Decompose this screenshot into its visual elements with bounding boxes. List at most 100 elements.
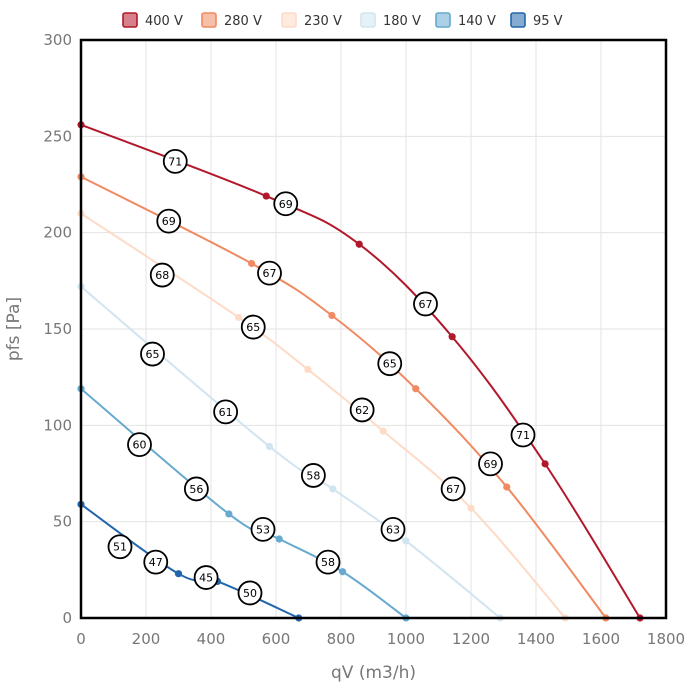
x-tick-label: 1600 (582, 630, 620, 648)
badge-value: 60 (133, 439, 147, 452)
x-tick-label: 600 (262, 630, 291, 648)
data-point-230-v[interactable] (379, 427, 387, 435)
data-point-400-v[interactable] (448, 333, 456, 341)
data-point-230-v[interactable] (304, 365, 312, 374)
plot-frame (79, 38, 668, 620)
series-line-230-v (80, 212, 567, 619)
legend-swatch (435, 12, 451, 28)
badge-value: 53 (256, 523, 270, 536)
sound-level-badge: 60 (127, 432, 152, 458)
badge-value: 69 (162, 215, 176, 228)
badge-value: 67 (419, 298, 433, 311)
y-tick-label: 150 (43, 320, 72, 338)
data-point-230-v[interactable] (467, 504, 475, 512)
data-point-95-v[interactable] (174, 570, 183, 578)
x-axis-title: qV (m3/h) (331, 663, 416, 683)
badge-value: 65 (246, 321, 260, 334)
legend-item-180-v[interactable]: 180 V (360, 12, 421, 29)
badge-circle (162, 148, 188, 174)
badge-value: 45 (199, 572, 213, 585)
x-tick-label: 0 (76, 630, 86, 648)
sound-level-badge: 50 (237, 580, 263, 606)
badge-value: 50 (243, 587, 257, 600)
data-point-180-v[interactable] (265, 442, 274, 451)
data-point-280-v[interactable] (248, 259, 256, 268)
sound-level-badge: 68 (149, 262, 175, 288)
badge-value: 71 (516, 429, 530, 442)
x-tick-label: 1000 (387, 630, 425, 648)
badge-value: 67 (446, 483, 460, 496)
sound-level-badge: 58 (315, 549, 341, 575)
sound-level-badge: 71 (510, 422, 536, 448)
legend-label: 230 V (304, 14, 342, 29)
sound-level-badge: 65 (140, 341, 165, 367)
y-tick-label: 300 (43, 31, 72, 49)
sound-level-badge: 56 (183, 476, 209, 502)
data-point-280-v[interactable] (412, 385, 420, 393)
y-tick-label: 250 (43, 127, 72, 145)
data-point-140-v[interactable] (339, 568, 347, 576)
x-tick-label: 1200 (452, 630, 490, 648)
series-400-v (77, 121, 644, 622)
sound-level-badge: 67 (257, 260, 282, 286)
badge-circle (377, 351, 403, 377)
data-point-280-v[interactable] (503, 483, 511, 491)
badge-circle (510, 422, 536, 448)
x-tick-label: 200 (132, 630, 161, 648)
data-point-280-v[interactable] (328, 311, 336, 320)
y-tick-label: 200 (43, 224, 72, 242)
badge-value: 65 (146, 348, 160, 361)
data-point-400-v[interactable] (355, 240, 363, 248)
badge-circle (349, 397, 375, 423)
badge-circle (127, 432, 152, 458)
data-point-180-v[interactable] (329, 485, 337, 493)
data-point-230-v[interactable] (235, 313, 243, 322)
sound-level-badge: 65 (240, 314, 266, 340)
badge-value: 67 (263, 267, 277, 280)
legend-item-140-v[interactable]: 140 V (435, 12, 496, 29)
legend-item-400-v[interactable]: 400 V (122, 12, 183, 29)
legend-swatch (360, 12, 376, 28)
series-lines (77, 121, 644, 622)
badge-value: 56 (189, 483, 203, 496)
x-tick-label: 1800 (647, 630, 685, 648)
y-tick-label: 100 (43, 416, 72, 434)
badge-circle (183, 476, 209, 502)
sound-level-badge: 69 (478, 451, 503, 477)
sound-level-badge: 47 (143, 549, 169, 575)
sound-level-badge: 69 (273, 191, 299, 217)
badge-value: 58 (306, 469, 320, 482)
badge-value: 47 (149, 556, 163, 569)
legend-label: 400 V (145, 14, 183, 29)
badge-circle (257, 260, 282, 286)
sound-level-badge: 62 (349, 397, 375, 423)
sound-level-badge: 61 (213, 399, 239, 425)
badge-circle (380, 516, 406, 542)
badge-circle (273, 191, 299, 217)
legend-item-95-v[interactable]: 95 V (510, 12, 563, 29)
badge-circle (107, 534, 133, 560)
series-line-400-v (80, 123, 641, 619)
x-tick-label: 400 (197, 630, 226, 648)
legend-item-230-v[interactable]: 230 V (281, 12, 342, 29)
sound-level-badge: 65 (377, 351, 403, 377)
sound-level-badge: 58 (300, 463, 326, 488)
legend-item-280-v[interactable]: 280 V (201, 12, 262, 29)
data-point-140-v[interactable] (275, 535, 283, 543)
series-180-v (77, 283, 504, 622)
badge-value: 62 (355, 404, 369, 417)
badge-value: 69 (279, 198, 293, 211)
data-point-400-v[interactable] (262, 192, 270, 200)
badge-value: 58 (321, 556, 335, 569)
badge-circle (440, 476, 466, 502)
legend[interactable]: 400 V 280 V 230 V 180 V 140 V 95 V (122, 12, 563, 29)
badge-value: 68 (155, 269, 169, 282)
data-point-400-v[interactable] (541, 460, 549, 468)
series-line-180-v (80, 285, 501, 619)
y-axis-title: pfs [Pa] (4, 297, 24, 361)
data-point-180-v[interactable] (402, 537, 410, 545)
badge-circle (478, 451, 503, 477)
sound-level-badge: 45 (193, 565, 219, 590)
data-point-140-v[interactable] (225, 510, 233, 518)
axis-ticks: 0 200 400 600 800 1000 1200 1400 1600 1800 0 50 100 1… (43, 31, 685, 648)
